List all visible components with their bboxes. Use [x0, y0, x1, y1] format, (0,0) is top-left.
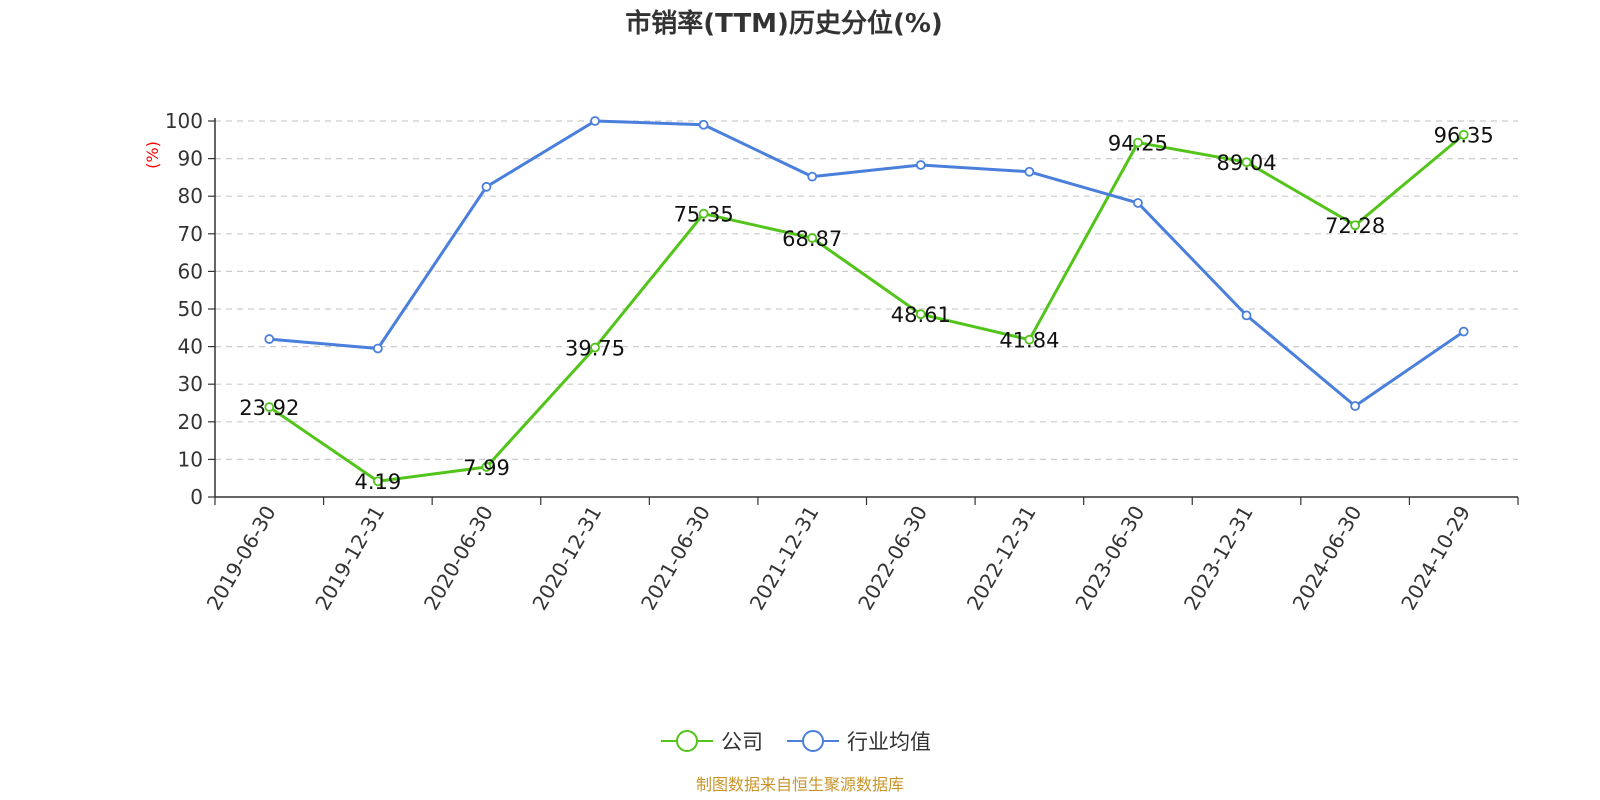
- y-tick-label: 70: [178, 222, 203, 246]
- data-labels: 23.92 4.19 7.99 39.75 75.35 68.87 48.61 41.84 94…: [239, 124, 1494, 495]
- y-tick-label: 90: [178, 147, 203, 171]
- y-tick-label: 40: [178, 335, 203, 359]
- data-point[interactable]: [372, 343, 383, 354]
- legend-marker-icon: [676, 730, 698, 752]
- data-label: 23.92: [239, 396, 299, 420]
- axes: 0 10 20 30 40 50 60 70 80 90 100 2019-06-30 2019-12-…: [165, 109, 1519, 615]
- x-tick-label: 2024-10-29: [1396, 502, 1475, 615]
- data-point[interactable]: [372, 476, 383, 487]
- x-tick-label: 2019-12-31: [310, 502, 389, 615]
- x-tick-label: 2023-12-31: [1179, 502, 1258, 615]
- data-label: 39.75: [565, 337, 625, 361]
- data-label: 41.84: [999, 329, 1059, 353]
- y-tick-label: 0: [190, 485, 203, 509]
- data-label: 94.25: [1108, 132, 1168, 156]
- data-label: 96.35: [1434, 124, 1494, 148]
- data-point[interactable]: [481, 462, 492, 472]
- data-label: 7.99: [463, 456, 510, 480]
- data-point[interactable]: [1241, 310, 1252, 321]
- y-tick-label: 30: [178, 372, 203, 396]
- data-point[interactable]: [1241, 157, 1252, 168]
- data-label: 68.87: [782, 227, 842, 251]
- y-tick-label: 50: [178, 297, 203, 321]
- x-tick-label: 2020-06-30: [419, 502, 498, 615]
- data-point[interactable]: [264, 334, 275, 344]
- data-source-note: 制图数据来自恒生聚源数据库: [696, 775, 904, 794]
- data-point[interactable]: [698, 119, 709, 130]
- data-point[interactable]: [807, 171, 818, 182]
- y-tick-label: 20: [178, 410, 203, 434]
- y-tick-label: 80: [178, 184, 203, 208]
- y-tick-label: 10: [178, 447, 203, 471]
- data-point[interactable]: [264, 402, 275, 412]
- legend-label: 行业均值: [847, 730, 931, 754]
- data-label: 75.35: [674, 203, 734, 227]
- x-tick-label: 2021-06-30: [636, 502, 715, 615]
- y-tick-label: 100: [165, 109, 203, 133]
- x-tick-label: 2023-06-30: [1070, 502, 1149, 615]
- series-line-industry-average: [269, 119, 1465, 408]
- data-label: 89.04: [1216, 151, 1276, 175]
- gridlines: [215, 120, 1518, 460]
- data-label: 4.19: [354, 470, 401, 494]
- data-label: 72.28: [1325, 214, 1385, 238]
- x-tick-label: 2022-12-31: [962, 502, 1041, 615]
- data-point[interactable]: [915, 160, 926, 170]
- data-point[interactable]: [1458, 326, 1469, 337]
- data-point[interactable]: [590, 342, 600, 353]
- data-label: 48.61: [891, 303, 951, 327]
- x-tick-label: 2020-12-31: [527, 502, 606, 615]
- data-point[interactable]: [807, 233, 818, 243]
- data-point[interactable]: [1458, 129, 1469, 140]
- series-group: [264, 116, 1469, 487]
- data-point[interactable]: [1350, 220, 1361, 231]
- data-point[interactable]: [915, 309, 926, 320]
- data-point[interactable]: [481, 181, 492, 192]
- data-point[interactable]: [590, 116, 600, 126]
- data-point[interactable]: [1350, 401, 1361, 411]
- x-tick-label: 2019-06-30: [202, 502, 281, 615]
- x-tick-label: 2021-12-31: [745, 502, 824, 615]
- y-tick-label: 60: [178, 259, 203, 283]
- legend-label: 公司: [721, 730, 763, 754]
- legend[interactable]: 公司 行业均值: [661, 730, 931, 754]
- data-point[interactable]: [1133, 137, 1143, 148]
- x-tick-label: 2024-06-30: [1288, 502, 1367, 615]
- data-point[interactable]: [1024, 166, 1035, 177]
- data-point[interactable]: [1024, 334, 1035, 345]
- data-point[interactable]: [698, 208, 709, 219]
- legend-marker-icon: [802, 730, 824, 752]
- y-axis-label: (%): [143, 141, 162, 169]
- series-line-company: [268, 133, 1465, 483]
- chart-title: 市销率(TTM)历史分位(%): [625, 8, 943, 39]
- data-point[interactable]: [1133, 198, 1143, 208]
- x-tick-label: 2022-06-30: [853, 502, 932, 615]
